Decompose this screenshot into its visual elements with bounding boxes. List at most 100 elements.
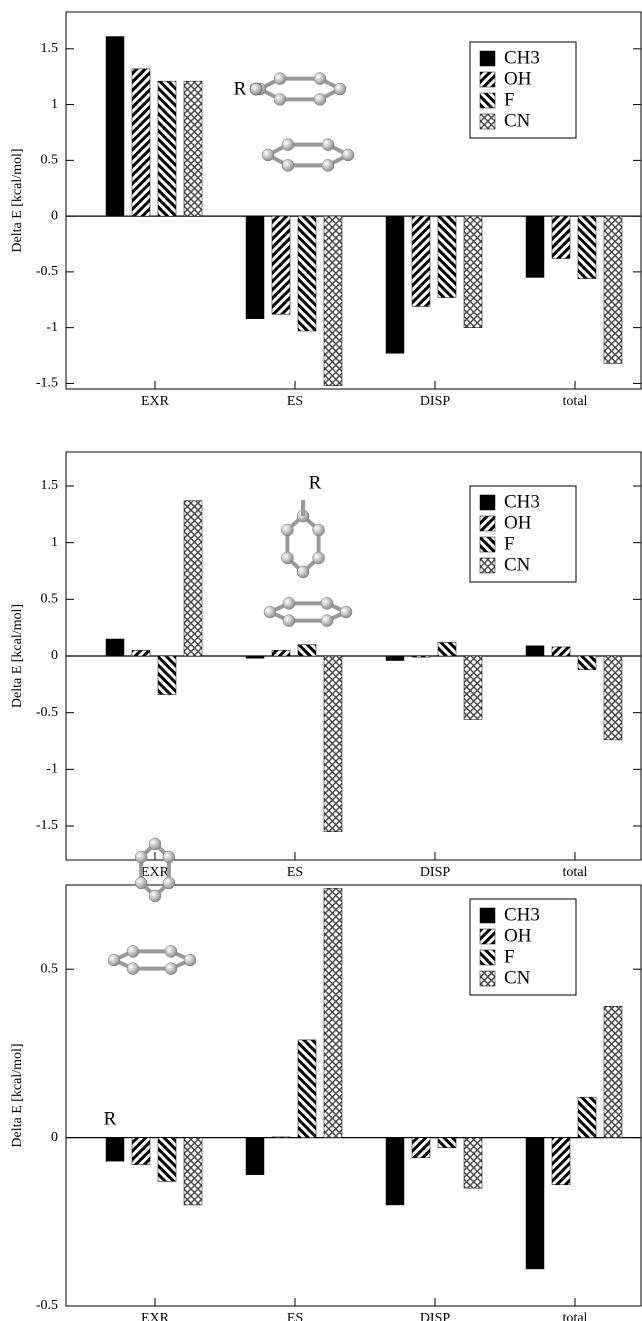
legend-label: F <box>504 533 515 554</box>
molecule <box>249 72 355 172</box>
x-tick-label: EXR <box>141 394 170 409</box>
atom <box>249 82 263 96</box>
bar <box>297 644 317 657</box>
bar <box>297 1039 317 1138</box>
x-tick-label: total <box>563 865 588 880</box>
atom <box>296 565 310 579</box>
atom <box>134 850 148 864</box>
bar <box>157 80 177 217</box>
atom <box>273 93 287 106</box>
atom <box>321 138 335 151</box>
atom <box>341 148 355 162</box>
atom <box>162 850 176 864</box>
atom <box>281 551 294 565</box>
bar <box>323 215 343 386</box>
atom <box>107 953 121 967</box>
y-tick-label: -0.5 <box>36 1298 58 1313</box>
bar <box>551 646 571 657</box>
bar <box>271 215 291 315</box>
legend-label: F <box>504 946 515 967</box>
y-tick-label: 0.5 <box>41 153 59 168</box>
bar <box>245 215 265 319</box>
y-tick-label: 0.5 <box>41 592 59 607</box>
legend-swatch <box>479 536 496 553</box>
x-tick-label: total <box>563 394 588 409</box>
atom <box>126 962 140 975</box>
bar <box>463 1137 483 1189</box>
atom <box>312 551 325 565</box>
atom <box>148 837 162 851</box>
bar <box>183 1137 203 1206</box>
bar <box>183 500 203 657</box>
substituent-label: R <box>104 1108 117 1129</box>
bar <box>245 1137 265 1175</box>
atom <box>183 953 197 967</box>
plot-frame <box>65 884 642 1307</box>
atom <box>162 876 176 890</box>
bar <box>411 215 431 307</box>
legend-label: F <box>504 89 515 110</box>
atom <box>313 93 327 106</box>
bar <box>385 215 405 354</box>
legend-swatch <box>479 92 496 109</box>
legend-label: OH <box>504 925 532 946</box>
substituent-label: R <box>309 472 322 493</box>
legend-swatch <box>479 113 496 130</box>
bar <box>157 655 177 695</box>
bar <box>603 215 623 364</box>
y-axis-label: Delta E [kcal/mol] <box>10 604 25 708</box>
x-tick-label: DISP <box>420 394 451 409</box>
bar <box>131 68 151 217</box>
bar <box>323 655 343 832</box>
molecule <box>263 500 353 627</box>
bond <box>255 76 345 102</box>
y-tick-label: 1 <box>51 535 58 550</box>
bar <box>105 36 125 217</box>
y-axis-label: Delta E [kcal/mol] <box>10 148 25 252</box>
bar <box>297 215 317 332</box>
atom <box>261 148 275 162</box>
y-tick-label: -1.5 <box>36 818 58 833</box>
atom <box>312 523 325 537</box>
y-tick-label: 0 <box>51 1130 58 1145</box>
atom <box>281 138 295 151</box>
bar <box>271 650 291 657</box>
legend-label: OH <box>504 68 532 89</box>
y-tick-label: 1.5 <box>41 41 59 56</box>
legend-label: CN <box>504 967 531 988</box>
molecule <box>107 837 197 975</box>
atom <box>313 72 327 85</box>
bond <box>285 513 321 575</box>
bar <box>577 215 597 279</box>
bar <box>551 215 571 259</box>
bar <box>245 655 265 659</box>
bar <box>131 650 151 657</box>
bar <box>437 1137 457 1148</box>
y-tick-label: -1 <box>46 320 58 335</box>
y-tick-label: 1 <box>51 97 58 112</box>
bond <box>263 142 353 168</box>
panel: -1.5 -1 -0.5 0 0.5 1 1.5 Delta E [kcal/mol] EXR E… <box>10 11 642 409</box>
legend-label: CH3 <box>504 904 540 925</box>
legend-label: CN <box>504 110 531 131</box>
bar <box>437 215 457 298</box>
plot-frame <box>65 11 642 390</box>
legend-swatch <box>479 50 496 67</box>
panel: -1.5 -1 -0.5 0 0.5 1 1.5 Delta E [kcal/mol] EXR E… <box>10 451 642 880</box>
bar <box>603 1005 623 1138</box>
y-tick-label: -0.5 <box>36 705 58 720</box>
atom <box>281 159 295 172</box>
x-tick-label: ES <box>287 1311 303 1321</box>
bar <box>577 655 597 670</box>
bar <box>385 655 405 661</box>
atom <box>282 597 296 610</box>
legend-swatch <box>479 71 496 88</box>
bar <box>463 215 483 328</box>
legend-label: OH <box>504 512 532 533</box>
atom <box>273 72 287 85</box>
x-tick-label: EXR <box>141 865 170 880</box>
atom <box>126 945 140 958</box>
legend-swatch <box>479 907 496 924</box>
x-tick-label: total <box>563 1311 588 1321</box>
